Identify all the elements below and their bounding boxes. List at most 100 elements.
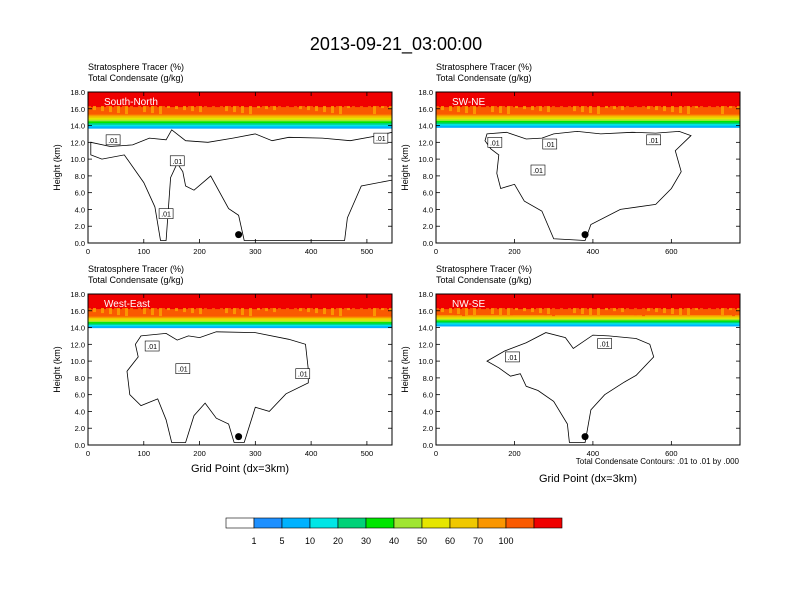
y-tick-label: 4.0 — [423, 205, 433, 214]
x-tick-label: 600 — [665, 247, 678, 256]
y-tick-label: 12.0 — [418, 340, 433, 349]
tracer-band-level-8 — [88, 126, 392, 129]
contour-label: .01 — [542, 138, 558, 150]
tracer-speckle — [507, 106, 510, 115]
tracer-speckle — [310, 308, 313, 312]
contour-label-text: .01 — [490, 140, 500, 147]
tracer-speckle — [220, 106, 223, 110]
tracer-field — [436, 92, 740, 128]
colorbar-swatch — [365, 517, 395, 529]
tracer-speckle — [560, 106, 563, 109]
panel-subtitle-condensate: Total Condensate (g/kg) — [436, 73, 532, 83]
tracer-band-level-5 — [436, 320, 740, 323]
colorbar-label: 5 — [279, 536, 284, 546]
tracer-speckle — [721, 308, 724, 317]
tracer-speckle — [473, 106, 476, 115]
tracer-speckle — [278, 308, 281, 315]
tracer-speckle — [465, 106, 468, 114]
y-tick-label: 10.0 — [70, 357, 85, 366]
tracer-speckle — [716, 308, 719, 315]
tracer-speckle — [360, 308, 363, 314]
tracer-speckle — [228, 308, 231, 313]
tracer-speckle — [109, 106, 112, 113]
tracer-speckle — [191, 106, 194, 112]
tracer-band-level-1 — [88, 316, 392, 319]
contour-label: .01 — [530, 164, 546, 176]
tracer-speckle — [531, 106, 534, 111]
tracer-speckle — [352, 308, 355, 313]
location-marker — [581, 231, 589, 239]
tracer-speckle — [441, 106, 444, 111]
contour-label: .01 — [646, 134, 662, 146]
y-tick-label: 14.0 — [418, 122, 433, 131]
panel-title: SW-NE — [452, 97, 485, 108]
tracer-speckle — [154, 308, 157, 315]
x-tick-label: 300 — [249, 247, 262, 256]
location-marker — [235, 231, 243, 239]
tracer-speckle — [457, 106, 460, 113]
tracer-speckle — [114, 106, 117, 115]
tracer-speckle — [510, 308, 513, 316]
tracer-speckle — [93, 308, 96, 313]
contour-label-text: .01 — [533, 168, 543, 175]
tracer-speckle — [737, 106, 740, 110]
tracer-speckle — [724, 106, 727, 114]
tracer-speckle — [384, 106, 387, 115]
tracer-band-level-3 — [436, 117, 740, 120]
tracer-speckle — [109, 308, 112, 315]
tracer-speckle — [605, 308, 608, 311]
tracer-speckle — [536, 308, 539, 315]
tracer-speckle — [233, 106, 236, 113]
colorbar-swatch — [253, 517, 283, 529]
tracer-speckle — [589, 308, 592, 316]
tracer-speckle — [610, 308, 613, 313]
tracer-speckle — [663, 308, 666, 314]
tracer-speckle — [626, 106, 629, 113]
tracer-band-level-4 — [436, 119, 740, 122]
tracer-speckle — [658, 308, 661, 312]
tracer-speckle — [436, 106, 439, 109]
tracer-band-level-7 — [88, 124, 392, 127]
tracer-speckle — [146, 308, 149, 314]
tracer-speckle — [273, 308, 276, 313]
tracer-speckle — [589, 106, 592, 114]
colorbar: 1 5 10 20 30 40 50 60 70 100 — [225, 517, 563, 546]
panel-subtitle-tracer: Stratosphere Tracer (%) — [88, 264, 184, 274]
contour-label-text: .01 — [178, 367, 188, 374]
tracer-speckle — [183, 308, 186, 313]
tracer-band-70 — [88, 309, 392, 318]
tracer-speckle — [323, 106, 326, 113]
tracer-speckle — [523, 106, 526, 110]
contour-label-text: .01 — [649, 138, 659, 145]
y-tick-label: 16.0 — [70, 307, 85, 316]
tracer-band-level-3 — [88, 118, 392, 121]
tracer-speckle — [663, 106, 666, 112]
tracer-band-level-2 — [88, 318, 392, 320]
tracer-speckle — [457, 308, 460, 315]
location-marker — [235, 433, 243, 441]
tracer-speckle — [151, 308, 154, 316]
tracer-speckle — [679, 308, 682, 316]
x-tick-label: 0 — [434, 449, 438, 458]
tracer-speckle — [695, 106, 698, 109]
colorbar-label: 100 — [498, 536, 513, 546]
tracer-speckle — [605, 106, 608, 109]
tracer-speckle — [310, 106, 313, 110]
tracer-speckle — [692, 106, 695, 110]
tracer-speckle — [199, 106, 202, 113]
tracer-speckle — [581, 106, 584, 113]
tracer-speckle — [125, 308, 128, 317]
panel-title: NW-SE — [452, 299, 485, 310]
tracer-speckle — [721, 106, 724, 115]
contour-label-text: .01 — [298, 372, 308, 379]
y-tick-label: 8.0 — [75, 374, 85, 383]
tracer-speckle — [117, 106, 120, 114]
contour-note: Total Condensate Contours: .01 to .01 by… — [576, 457, 740, 466]
tracer-speckle — [236, 106, 239, 112]
tracer-speckle — [117, 308, 120, 316]
tracer-band-level-2 — [436, 116, 740, 119]
contour-label: .01 — [295, 368, 311, 379]
contour-label: .01 — [487, 137, 503, 148]
x-tick-label: 500 — [361, 449, 374, 458]
